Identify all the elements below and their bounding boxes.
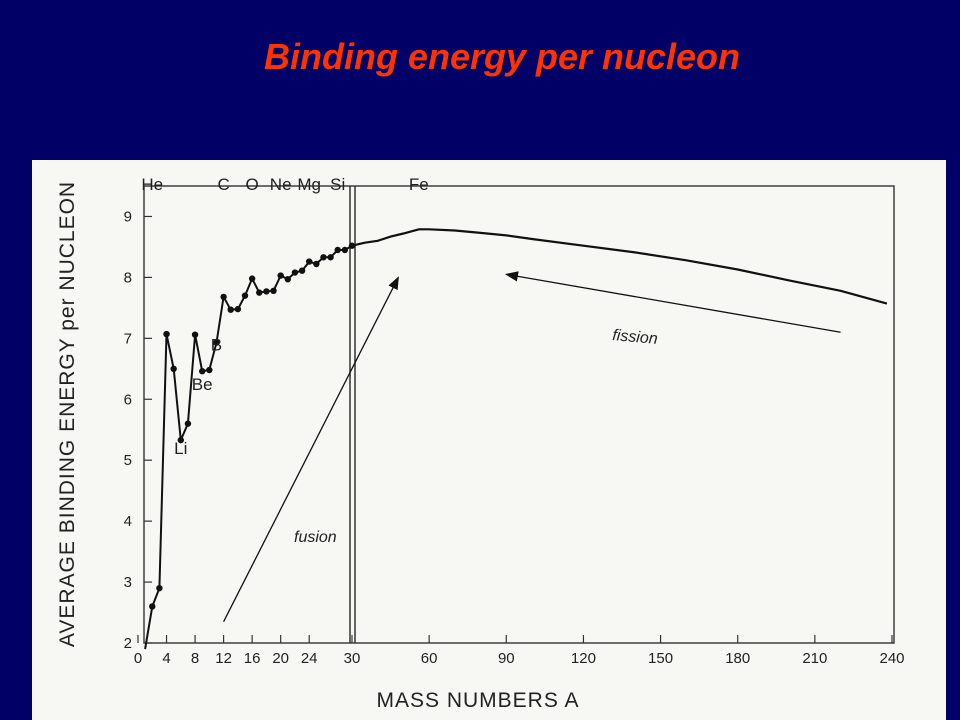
y-tick-label: 9 — [124, 208, 132, 225]
annotation-label: fission — [612, 327, 659, 348]
element-label: O — [246, 175, 259, 194]
data-point — [327, 254, 334, 261]
x-tick-label: 4 — [162, 650, 170, 667]
element-label: He — [141, 175, 163, 194]
chart-figure: 2 3 4 5 6 7 8 9 0 4 8 12 16 20 24 30 60 90 120 150 180 210 240… — [32, 160, 946, 720]
data-point — [284, 276, 291, 283]
data-point — [270, 287, 277, 295]
x-axis-title: MASS NUMBERS A — [376, 689, 579, 712]
data-point — [227, 306, 234, 313]
x-tick-label: 8 — [191, 650, 199, 667]
data-point — [170, 365, 177, 372]
data-point — [241, 292, 249, 299]
x-tick-label: 20 — [272, 650, 289, 667]
x-tick-label: 90 — [498, 650, 515, 667]
data-point — [177, 436, 184, 444]
annotation-label: fusion — [294, 529, 337, 546]
data-point — [184, 420, 192, 427]
x-tick-label: 240 — [879, 650, 904, 667]
element-label: Fe — [409, 175, 429, 194]
y-tick-label: 5 — [124, 452, 132, 469]
x-tick-label: 16 — [244, 650, 261, 667]
point-label: Li — [174, 439, 187, 458]
data-point — [149, 603, 156, 610]
data-point — [163, 330, 170, 338]
element-label: C — [217, 175, 229, 194]
data-point — [206, 366, 213, 374]
annotation-arrow — [505, 271, 841, 333]
data-point — [199, 368, 206, 375]
label-layer: He C O Ne Mg Si Fe Li Be B — [141, 175, 428, 458]
data-point — [320, 254, 327, 261]
x-tick-label: 60 — [421, 650, 438, 667]
data-point — [191, 331, 199, 338]
x-tick-label: 210 — [802, 650, 827, 667]
element-label: Ne — [270, 175, 292, 194]
data-point — [256, 289, 263, 296]
slide-title: Binding energy per nucleon — [263, 36, 741, 77]
element-label: Si — [330, 175, 345, 194]
annotation-layer: fusion fission — [223, 271, 841, 622]
y-tick-label: 7 — [124, 330, 132, 347]
point-label: Be — [192, 375, 213, 394]
annotation-arrow — [223, 276, 399, 622]
series-layer — [144, 228, 888, 650]
data-point — [248, 275, 256, 282]
element-label: Mg — [297, 175, 321, 194]
data-point — [156, 584, 163, 592]
x-tick-label: 30 — [344, 650, 361, 667]
data-point — [313, 260, 320, 268]
data-point — [277, 272, 284, 279]
data-point — [213, 339, 220, 346]
data-point — [334, 246, 341, 254]
y-tick-label: 6 — [124, 391, 132, 408]
data-point — [306, 258, 313, 265]
y-axis-title: AVERAGE BINDING ENERGY per NUCLEON — [56, 181, 79, 647]
plot-frame — [143, 185, 895, 644]
y-tick-label: 3 — [124, 574, 132, 591]
y-tick-label: 8 — [124, 269, 132, 286]
data-point — [220, 293, 227, 301]
data-point — [348, 242, 356, 249]
x-tick-label: 0 — [134, 650, 142, 667]
point-label: B — [211, 336, 222, 355]
x-tick-label: 150 — [648, 650, 673, 667]
series-line — [351, 228, 888, 305]
y-tick-label: 2 — [124, 635, 132, 652]
x-tick-label: 24 — [301, 650, 318, 667]
data-point — [341, 246, 349, 254]
data-point — [234, 305, 242, 313]
x-tick-label: 180 — [725, 650, 750, 667]
data-point — [263, 288, 270, 295]
x-tick-label: 12 — [215, 650, 232, 667]
x-tick-label: 120 — [571, 650, 596, 667]
y-tick-label: 4 — [124, 513, 132, 530]
data-point — [291, 269, 299, 276]
data-point — [298, 267, 306, 274]
